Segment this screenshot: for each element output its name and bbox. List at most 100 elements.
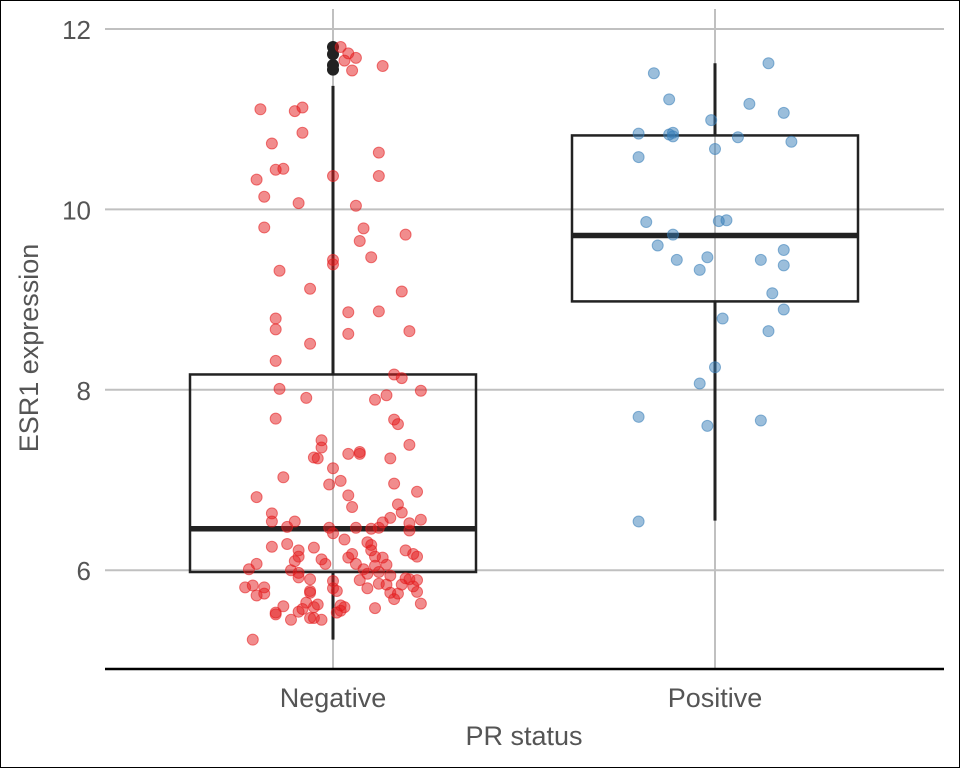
data-point-positive-2 (632, 151, 645, 164)
data-point-negative-99 (353, 574, 366, 587)
data-point-negative-125 (414, 513, 427, 526)
data-point-positive-30 (693, 377, 706, 390)
data-point-negative-154 (334, 599, 347, 612)
data-point-negative-127 (414, 384, 427, 397)
data-point-negative-66 (246, 633, 259, 646)
data-point-negative-140 (357, 563, 370, 576)
data-point-negative-32 (342, 306, 355, 319)
axes: 6 8 10 12 Negative Positive (62, 15, 944, 713)
data-point-negative-88 (346, 501, 359, 514)
data-point-negative-133 (414, 597, 427, 610)
data-point-negative-128 (403, 438, 416, 451)
data-point-negative-108 (384, 452, 397, 465)
data-point-positive-34 (632, 515, 645, 528)
data-point-negative-131 (411, 574, 424, 587)
outlier-point-negative-3 (327, 63, 339, 76)
data-point-negative-19 (346, 64, 359, 77)
data-point-negative-48 (250, 491, 263, 504)
data-point-negative-146 (327, 527, 339, 540)
box-positive (570, 134, 860, 303)
data-point-negative-68 (292, 571, 305, 584)
data-point-negative-31 (327, 258, 339, 271)
data-point-positive-29 (709, 361, 721, 374)
data-point-negative-13 (296, 126, 309, 139)
data-point-negative-82 (327, 462, 339, 475)
data-point-negative-98 (361, 582, 374, 595)
data-point-positive-9 (666, 228, 679, 241)
data-point-negative-150 (277, 600, 290, 613)
jitter-points (239, 41, 798, 646)
data-point-negative-20 (349, 51, 362, 64)
data-point-negative-3 (265, 137, 278, 150)
data-point-negative-81 (323, 478, 336, 491)
data-point-negative-105 (380, 389, 393, 402)
data-point-negative-149 (284, 613, 297, 626)
data-point-positive-32 (701, 419, 714, 432)
data-point-negative-147 (315, 553, 328, 566)
data-point-positive-17 (731, 131, 744, 144)
data-point-negative-138 (369, 602, 382, 615)
data-point-negative-35 (395, 285, 408, 298)
data-point-negative-10 (269, 354, 282, 367)
data-point-negative-52 (288, 515, 301, 528)
data-point-negative-96 (372, 566, 385, 579)
data-point-negative-84 (342, 447, 355, 460)
boxplot-positive (570, 63, 860, 521)
data-point-negative-8 (269, 312, 282, 325)
data-point-positive-3 (632, 127, 645, 140)
data-point-negative-42 (300, 391, 313, 404)
data-point-negative-78 (307, 541, 320, 554)
data-point-negative-5 (277, 162, 290, 175)
data-point-negative-27 (357, 222, 370, 235)
data-point-negative-71 (304, 586, 317, 599)
data-point-negative-83 (334, 474, 347, 487)
data-point-negative-22 (334, 41, 347, 54)
data-point-negative-126 (411, 550, 424, 563)
data-point-negative-137 (388, 593, 401, 606)
data-point-negative-46 (311, 452, 324, 465)
data-point-negative-16 (304, 337, 317, 350)
data-point-positive-23 (777, 259, 790, 272)
data-point-negative-45 (315, 441, 328, 454)
data-point-negative-2 (258, 190, 271, 203)
data-point-negative-155 (327, 575, 339, 588)
data-point-negative-87 (342, 489, 355, 502)
data-point-negative-6 (258, 221, 271, 234)
data-point-negative-24 (372, 146, 385, 159)
y-tick-label-6: 6 (77, 556, 91, 586)
data-point-negative-50 (265, 515, 278, 528)
data-point-negative-61 (246, 579, 259, 592)
data-point-negative-53 (281, 538, 294, 551)
data-point-positive-27 (762, 325, 775, 338)
data-point-negative-114 (380, 558, 393, 571)
data-point-positive-24 (754, 253, 767, 266)
data-point-negative-1 (250, 173, 263, 186)
y-tick-label-10: 10 (62, 195, 91, 225)
data-point-negative-54 (265, 540, 278, 553)
data-point-positive-1 (663, 93, 676, 106)
data-point-positive-13 (705, 114, 718, 127)
data-point-negative-124 (411, 485, 424, 498)
data-point-negative-76 (315, 613, 328, 626)
data-point-negative-77 (304, 573, 317, 586)
data-point-negative-143 (346, 547, 359, 560)
data-point-positive-18 (743, 97, 756, 110)
data-point-negative-17 (327, 170, 339, 183)
boxplots (188, 41, 860, 640)
data-point-negative-69 (284, 564, 297, 577)
x-axis-title: PR status (465, 721, 582, 751)
data-point-negative-121 (403, 524, 416, 537)
data-point-negative-36 (372, 305, 385, 318)
y-tick-label-8: 8 (77, 376, 91, 406)
data-point-positive-0 (647, 67, 660, 80)
data-point-positive-28 (716, 312, 729, 325)
data-point-negative-37 (403, 325, 416, 338)
data-point-negative-0 (254, 103, 267, 116)
data-point-negative-153 (300, 596, 313, 609)
y-tick-label-12: 12 (62, 15, 91, 45)
data-point-negative-151 (269, 606, 282, 619)
data-point-negative-64 (258, 587, 271, 600)
data-point-negative-25 (372, 170, 385, 183)
data-point-negative-34 (399, 228, 412, 241)
box-negative (188, 373, 478, 574)
